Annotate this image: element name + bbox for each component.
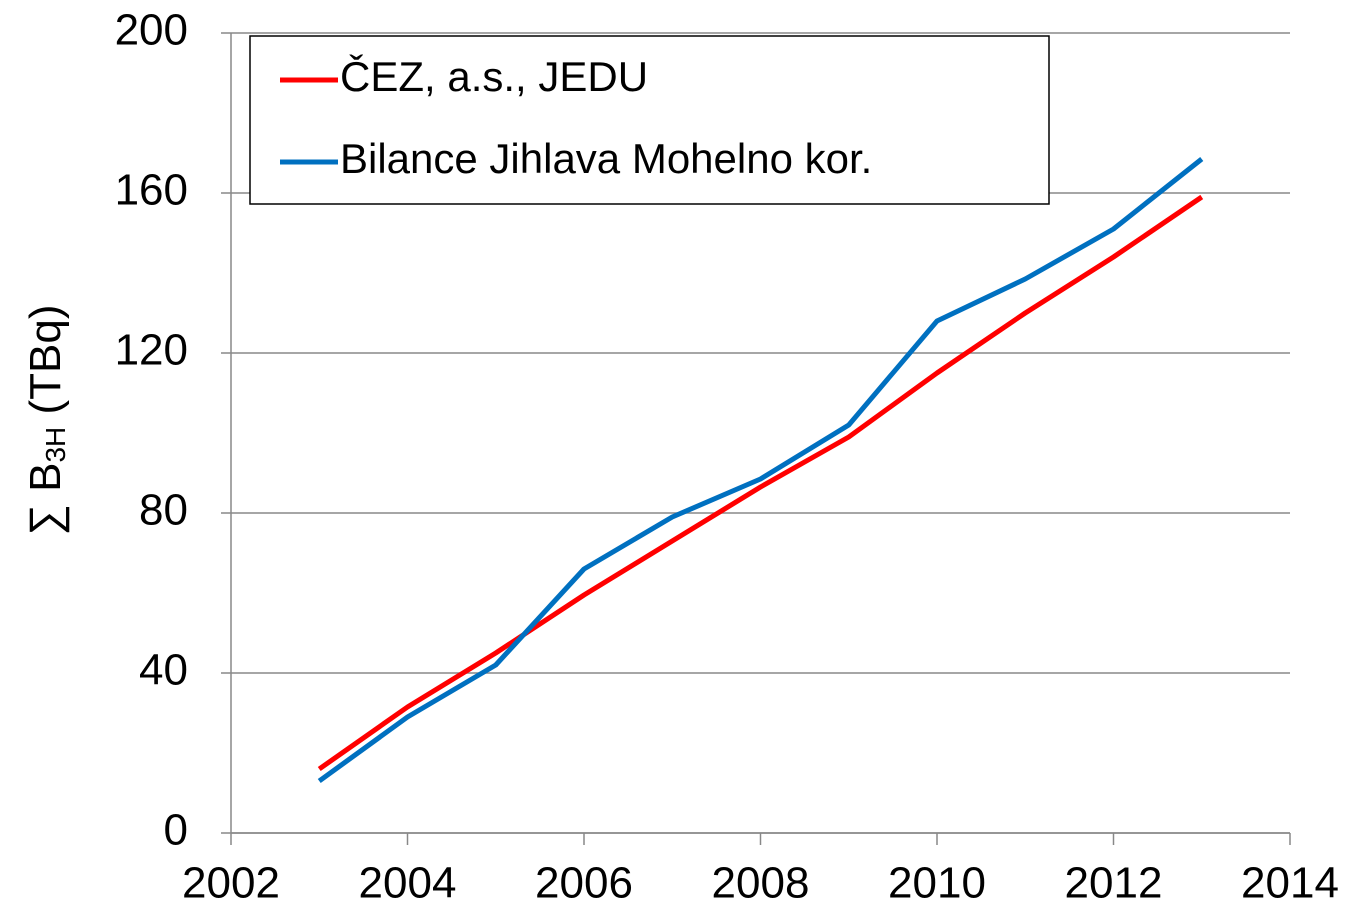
data-line (317, 194, 1204, 772)
y-tick-label: 160 (115, 166, 188, 215)
y-axis-label: ∑ B3H (TBq) (21, 305, 72, 536)
y-tick-label: 0 (164, 806, 188, 855)
x-tick-label: 2002 (182, 859, 280, 908)
x-tick-label: 2012 (1065, 859, 1163, 908)
y-label-rest: (TBq) (21, 305, 70, 427)
x-tick-label: 2014 (1241, 859, 1339, 908)
x-tick-label: 2010 (888, 859, 986, 908)
y-tick-label: 200 (115, 6, 188, 55)
y-tick-label: 40 (139, 646, 188, 695)
y-label-sub: 3H (40, 427, 71, 463)
y-tick-label: 120 (115, 326, 188, 375)
x-tick-label: 2008 (712, 859, 810, 908)
legend-box (249, 35, 1050, 205)
x-tick-label: 2004 (359, 859, 457, 908)
x-tick-label: 2006 (535, 859, 633, 908)
y-label-main: ∑ B (21, 463, 70, 536)
y-tick-label: 80 (139, 486, 188, 535)
data-line (317, 157, 1204, 784)
legend-label: ČEZ, a.s., JEDU (340, 53, 648, 100)
legend-label: Bilance Jihlava Mohelno kor. (340, 135, 872, 182)
